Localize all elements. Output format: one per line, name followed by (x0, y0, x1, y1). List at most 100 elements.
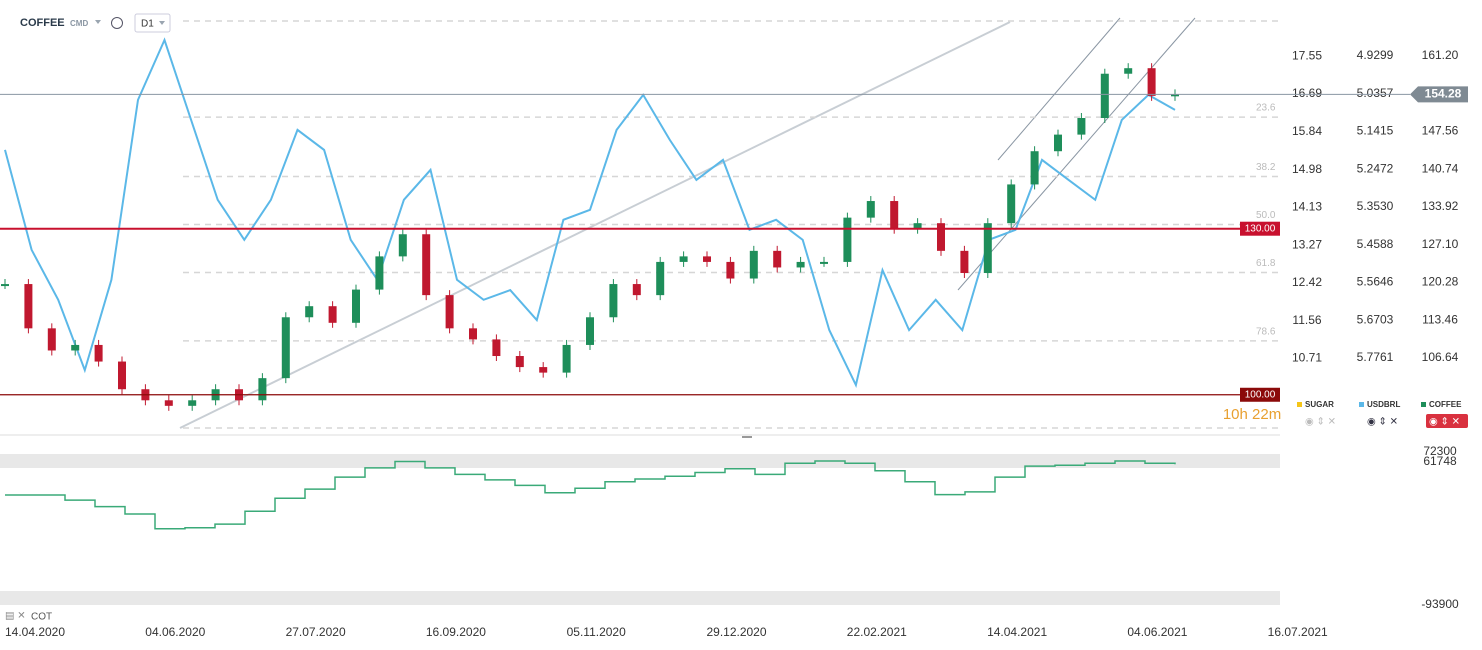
y-tick-label: 16.69 (1292, 86, 1322, 100)
x-tick-label: 16.07.2021 (1268, 625, 1328, 639)
candle (281, 317, 290, 379)
x-tick-label: 27.07.2020 (286, 625, 346, 639)
market: CMD (70, 19, 88, 28)
candle (258, 378, 267, 401)
interval-box[interactable] (134, 13, 171, 33)
candle (94, 344, 103, 362)
candle (632, 284, 641, 296)
interval[interactable]: D1 (141, 19, 154, 30)
channel-line (957, 17, 1196, 291)
y-tick-label: 5.1415 (1357, 124, 1394, 138)
series-controls[interactable]: ◉ ⇕ ✕ (1429, 417, 1460, 428)
series-line (4, 37, 1176, 388)
candle (1124, 68, 1133, 74)
candle (586, 317, 594, 345)
legend-swatch (1421, 402, 1426, 407)
indicator-line (5, 460, 1176, 530)
y-tick-label: 15.84 (1292, 124, 1322, 138)
candle (515, 356, 524, 368)
y-tick-label: 5.5646 (1357, 275, 1394, 289)
candle (445, 295, 454, 329)
y-tick-label: 5.6703 (1357, 312, 1394, 326)
level-label: 130.00 (1245, 223, 1276, 234)
y-tick-label: 5.0357 (1357, 86, 1394, 100)
candle (305, 306, 314, 318)
candle (773, 250, 782, 268)
y-tick-label: 17.55 (1292, 48, 1322, 62)
y-tick-label: 140.74 (1422, 161, 1459, 175)
fib-label: 78.6 (1256, 327, 1276, 338)
candle (539, 367, 548, 373)
y-tick-label: 12.42 (1292, 275, 1322, 289)
y-tick-label: 161.20 (1422, 48, 1459, 62)
indicator-tick-label: -93900 (1421, 597, 1459, 611)
symbol[interactable]: COFFEE (20, 17, 65, 29)
candle (328, 306, 337, 323)
candle (679, 256, 688, 262)
candle (890, 201, 899, 229)
candle (1030, 151, 1039, 185)
y-tick-label: 5.7761 (1357, 350, 1394, 364)
level-label: 100.00 (1245, 389, 1276, 400)
candle (913, 223, 922, 229)
band (0, 454, 1280, 468)
legend-label[interactable]: COFFEE (1429, 400, 1462, 409)
candle (375, 256, 384, 290)
x-tick-label: 16.09.2020 (426, 625, 486, 639)
candle (352, 289, 360, 323)
x-tick-label: 05.11.2020 (567, 625, 626, 639)
legend-swatch (1297, 402, 1302, 407)
x-tick-label: 04.06.2021 (1127, 625, 1187, 639)
candle (983, 223, 992, 273)
candle (422, 234, 431, 296)
indicator-name: COT (31, 612, 52, 623)
candle (937, 223, 945, 251)
x-tick-label: 29.12.2020 (706, 625, 766, 639)
y-tick-label: 11.56 (1292, 313, 1321, 327)
y-tick-label: 5.4588 (1357, 237, 1394, 251)
price-label: 154.28 (1425, 86, 1462, 100)
candle (24, 284, 33, 329)
candle (1100, 73, 1109, 119)
x-tick-label: 14.04.2021 (987, 625, 1047, 639)
candle (726, 261, 735, 279)
price-badge (1410, 86, 1468, 103)
y-tick-label: 106.64 (1422, 350, 1459, 364)
x-tick-label: 04.06.2020 (145, 625, 205, 639)
candle (703, 256, 711, 262)
legend-label[interactable]: USDBRL (1367, 400, 1400, 409)
legend-swatch (1359, 402, 1364, 407)
series-controls[interactable] (1426, 414, 1468, 428)
y-tick-label: 120.28 (1422, 275, 1459, 289)
y-tick-label: 14.98 (1292, 162, 1322, 176)
candle (1, 284, 9, 287)
candle (118, 361, 126, 390)
candle (1147, 68, 1156, 96)
level-badge (1240, 387, 1280, 402)
y-tick-label: 5.3530 (1357, 199, 1394, 213)
candle (492, 339, 501, 357)
candle (656, 261, 665, 296)
series-controls[interactable]: ◉ ⇕ ✕ (1305, 417, 1336, 428)
fib-label: 50.0 (1256, 210, 1276, 221)
fib-label: 38.2 (1256, 162, 1276, 173)
candle (71, 344, 80, 351)
candle (47, 328, 56, 351)
info-icon[interactable] (111, 17, 123, 29)
x-tick-label: 14.04.2020 (5, 625, 65, 639)
candle (1054, 134, 1062, 152)
y-tick-label: 113.46 (1422, 312, 1458, 326)
fib-label: 23.6 (1256, 103, 1276, 114)
dropdown-arrow[interactable] (159, 21, 165, 25)
legend-label[interactable]: SUGAR (1305, 400, 1334, 409)
series-controls[interactable]: ◉ ⇕ ✕ (1367, 417, 1398, 428)
dropdown-arrow[interactable] (95, 20, 101, 24)
y-tick-label: 4.9299 (1357, 48, 1394, 62)
candle (960, 250, 969, 273)
indicator-icon[interactable]: ▤ ✕ (5, 611, 26, 622)
candle (820, 261, 828, 264)
y-tick-label: 127.10 (1422, 237, 1459, 251)
candle (1171, 94, 1179, 97)
